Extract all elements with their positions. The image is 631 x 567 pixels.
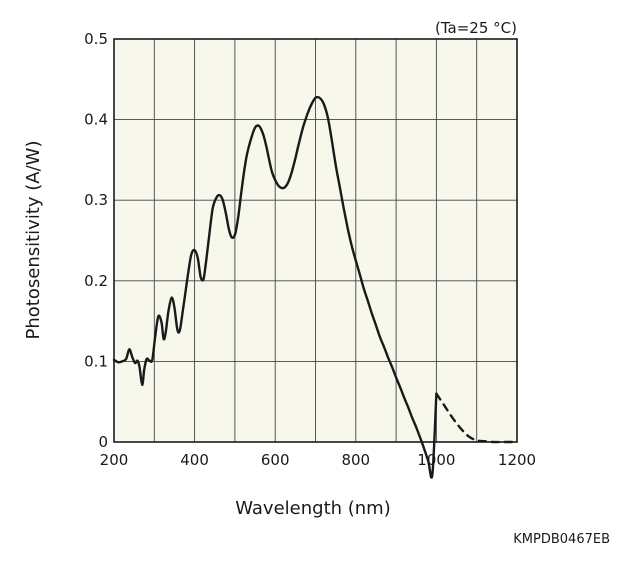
x-tick-label: 200: [100, 451, 129, 469]
y-axis-title: Photosensitivity (A/W): [23, 141, 44, 340]
document-code: KMPDB0467EB: [513, 532, 610, 547]
x-tick-label: 400: [180, 451, 209, 469]
series-line-solid: [112, 95, 438, 479]
x-axis-title: Wavelength (nm): [235, 498, 391, 519]
x-tick-label: 1000: [417, 451, 455, 469]
series-line-dashed: [435, 392, 519, 444]
x-tick-label: 600: [261, 451, 290, 469]
y-tick-label: 0.5: [84, 30, 108, 48]
plot-frame: [113, 38, 518, 443]
y-tick-label: 0.4: [84, 111, 108, 129]
y-tick-label: 0: [98, 433, 108, 451]
y-tick-label: 0.3: [84, 191, 108, 209]
x-tick-label: 1200: [498, 451, 536, 469]
y-tick-label: 0.1: [84, 352, 108, 370]
x-tick-labels: 200 400 600 800 1000 1200: [100, 451, 536, 469]
y-tick-label: 0.2: [84, 272, 108, 290]
series-layer: [112, 95, 519, 479]
y-tick-labels: 0 0.1 0.2 0.3 0.4 0.5: [84, 30, 108, 451]
annotation-temperature: (Ta=25 °C): [435, 19, 517, 37]
x-tick-label: 800: [341, 451, 370, 469]
